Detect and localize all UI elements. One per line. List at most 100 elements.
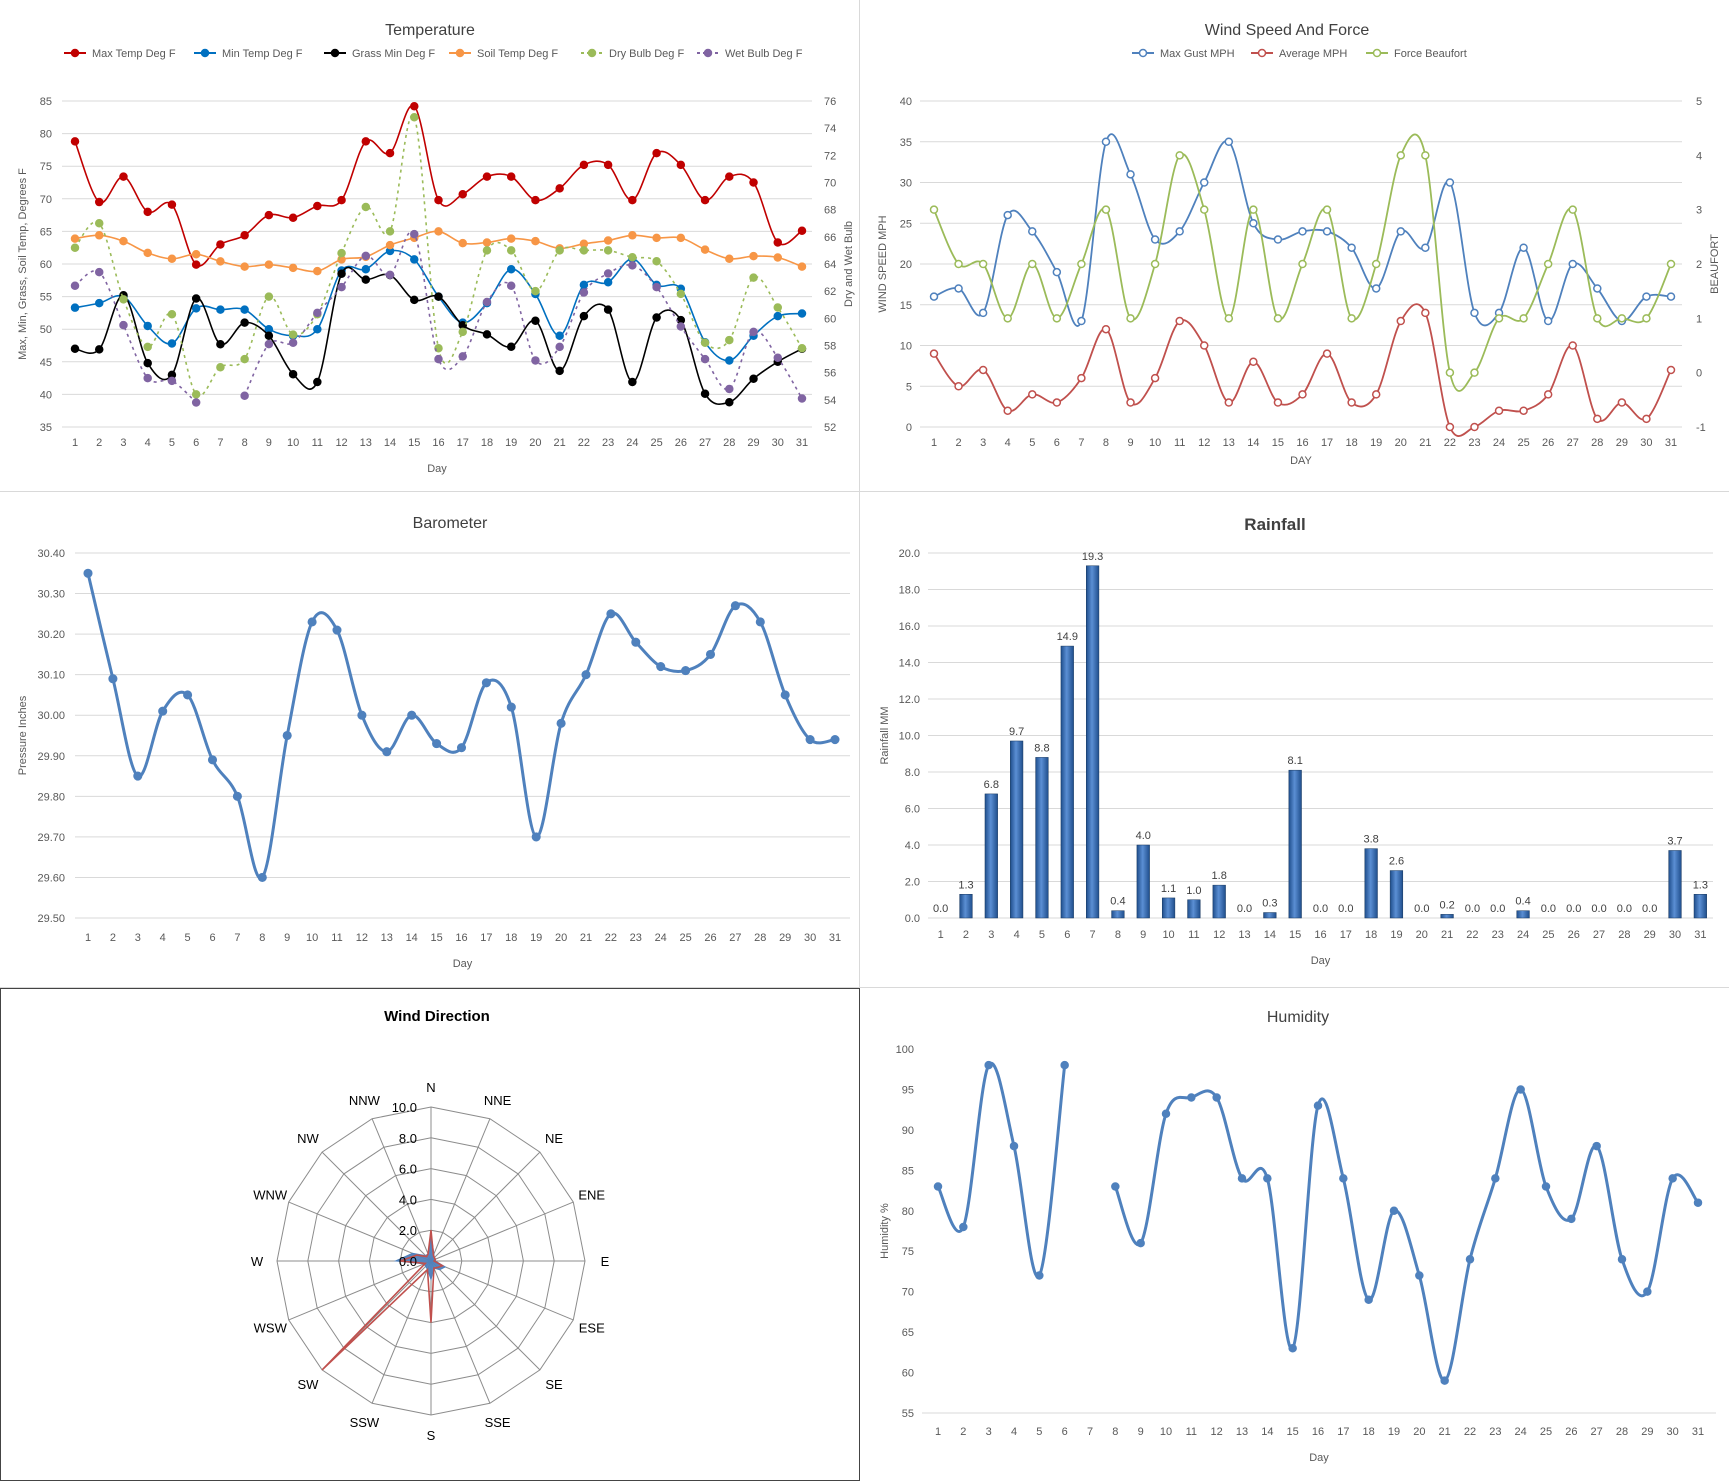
data-point — [555, 342, 564, 352]
data-point — [191, 260, 201, 269]
data-point — [313, 308, 322, 318]
data-label: 0.0 — [1465, 903, 1480, 915]
x-tick-label: 27 — [1591, 1426, 1603, 1438]
x-tick-label: 9 — [1138, 1426, 1144, 1438]
data-point — [307, 617, 317, 627]
direction-label: NNE — [484, 1093, 512, 1108]
x-tick-label: 19 — [1388, 1426, 1400, 1438]
legend-swatch-marker — [200, 48, 210, 58]
x-tick-label: 22 — [1444, 437, 1456, 449]
x-tick-label: 25 — [679, 932, 691, 944]
data-point — [978, 365, 988, 375]
x-tick-label: 21 — [1419, 437, 1431, 449]
x-tick-label: 11 — [331, 932, 342, 944]
data-point — [458, 352, 467, 361]
y-tick-label: 5 — [906, 381, 912, 393]
data-point — [1519, 314, 1528, 323]
data-point — [1101, 324, 1111, 334]
x-tick-label: 16 — [455, 932, 467, 944]
legend-entry: Soil Temp Deg F — [477, 48, 558, 60]
y-tick-label: 12.0 — [899, 694, 920, 706]
data-point — [385, 240, 395, 250]
x-tick-label: 28 — [754, 932, 766, 944]
data-point — [1263, 1174, 1272, 1183]
y2-tick-label: 54 — [824, 395, 836, 407]
data-point — [1421, 243, 1430, 252]
data-point — [482, 238, 492, 247]
data-point — [143, 248, 152, 258]
data-point — [1126, 314, 1135, 323]
data-point — [749, 273, 758, 282]
series-line-6 — [74, 230, 803, 404]
data-point — [191, 390, 201, 399]
data-point — [288, 330, 298, 339]
data-point — [606, 609, 616, 619]
data-point — [1077, 316, 1086, 326]
data-point — [482, 246, 492, 255]
data-point — [579, 160, 589, 170]
y-tick-label: 90 — [902, 1125, 914, 1137]
data-point — [984, 1060, 993, 1070]
series-line-5 — [74, 114, 803, 397]
y2-tick-label: -1 — [1696, 422, 1706, 434]
data-point — [1666, 292, 1676, 301]
data-point — [119, 320, 128, 330]
x-tick-label: 20 — [555, 932, 567, 944]
data-label: 0.0 — [1237, 903, 1252, 915]
data-point — [1666, 365, 1676, 375]
data-point — [1273, 398, 1283, 407]
data-point — [730, 601, 740, 611]
x-tick-label: 29 — [779, 932, 791, 944]
data-point — [531, 195, 540, 205]
data-point — [628, 377, 637, 387]
data-point — [954, 259, 963, 269]
chart-title: Wind Direction — [384, 1008, 490, 1025]
x-tick-label: 9 — [1140, 929, 1146, 941]
data-point — [240, 354, 249, 364]
x-tick-label: 10 — [1160, 1426, 1172, 1438]
data-point — [1364, 1295, 1373, 1305]
x-tick-label: 4 — [160, 932, 166, 944]
x-tick-label: 24 — [1493, 437, 1505, 449]
data-point — [167, 310, 177, 319]
data-point — [1491, 1174, 1500, 1183]
data-point — [555, 331, 564, 340]
y2-tick-label: 4 — [1696, 150, 1702, 162]
data-point — [1224, 137, 1234, 146]
data-point — [579, 311, 589, 321]
x-tick-label: 1 — [72, 437, 78, 449]
data-point — [191, 294, 201, 303]
data-label: 0.0 — [1642, 903, 1657, 915]
data-point — [1389, 1206, 1399, 1216]
data-point — [797, 226, 807, 235]
data-point — [676, 160, 686, 170]
data-point — [143, 207, 152, 217]
data-point — [1009, 1141, 1019, 1151]
data-point — [1237, 1174, 1247, 1183]
data-point — [191, 249, 201, 259]
bar — [1288, 769, 1302, 919]
data-point — [506, 281, 516, 290]
x-tick-label: 31 — [1665, 437, 1677, 449]
data-label: 0.0 — [1591, 903, 1606, 915]
x-tick-label: 25 — [650, 437, 662, 449]
data-point — [1396, 151, 1406, 160]
chart-title: Temperature — [385, 22, 475, 39]
data-point — [531, 832, 541, 842]
data-point — [725, 335, 734, 345]
x-tick-label: 19 — [530, 932, 542, 944]
data-point — [481, 678, 491, 688]
data-point — [652, 313, 661, 322]
data-point — [1322, 349, 1332, 358]
x-tick-label: 18 — [481, 437, 493, 449]
x-tick-label: 14 — [1247, 437, 1259, 449]
x-tick-label: 13 — [360, 437, 372, 449]
x-tick-label: 10 — [1162, 929, 1174, 941]
data-point — [94, 298, 104, 308]
x-tick-label: 11 — [1174, 437, 1185, 449]
x-tick-label: 27 — [1593, 929, 1605, 941]
x-tick-label: 1 — [938, 929, 944, 941]
y-tick-label: 2.0 — [905, 877, 920, 889]
data-point — [705, 649, 716, 659]
y-tick-label: 10.0 — [899, 731, 920, 743]
